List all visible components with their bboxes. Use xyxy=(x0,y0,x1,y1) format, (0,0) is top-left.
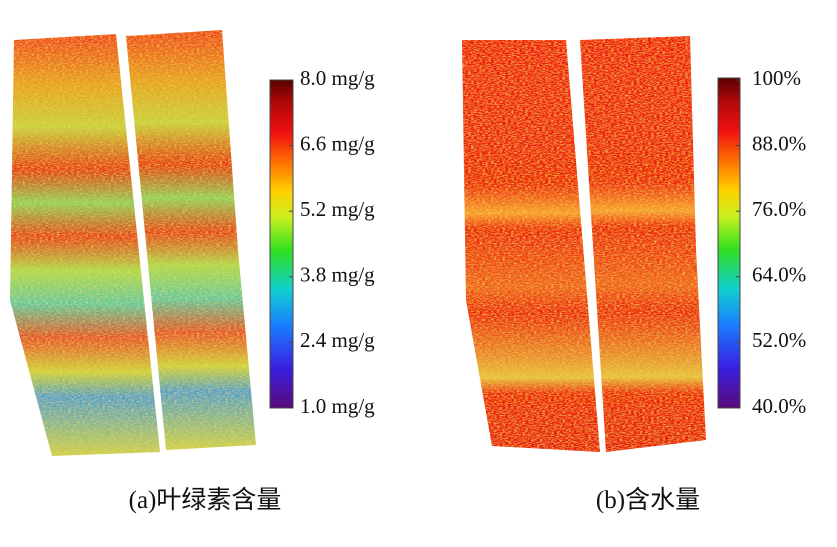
colorbar-tick-label: 88.0% xyxy=(752,131,806,155)
colorbar-tick-label: 3.8 mg/g xyxy=(300,263,375,287)
colorbar-tick-label: 8.0 mg/g xyxy=(300,66,375,90)
caption: (a)叶绿素含量 xyxy=(129,486,282,514)
colorbar-tick-label: 1.0 mg/g xyxy=(300,394,375,418)
caption: (b)含水量 xyxy=(596,486,700,514)
colorbar-tick-label: 64.0% xyxy=(752,263,806,287)
water-map xyxy=(462,36,706,452)
colorbar-tick-label: 2.4 mg/g xyxy=(300,328,375,352)
colorbar-tick-label: 6.6 mg/g xyxy=(300,131,375,155)
colorbar-tick-label: 5.2 mg/g xyxy=(300,197,375,221)
colorbar-tick-label: 40.0% xyxy=(752,394,806,418)
leaf-strip xyxy=(462,40,600,452)
colorbar-tick-label: 52.0% xyxy=(752,328,806,352)
leaf-strip xyxy=(580,36,706,452)
chlorophyll-map xyxy=(10,30,256,456)
colorbar-tick-label: 100% xyxy=(752,66,801,90)
colorbar xyxy=(717,77,741,409)
colorbar-tick-label: 76.0% xyxy=(752,197,806,221)
colorbar xyxy=(269,79,294,409)
leaf-strip xyxy=(126,30,256,450)
leaf-strip xyxy=(10,34,160,456)
